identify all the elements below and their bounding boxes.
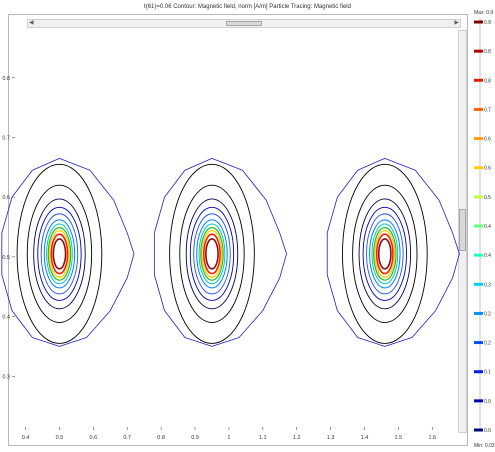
x-tick-label: 1.5 xyxy=(395,435,403,441)
colorbar-tick-label: 0.5 xyxy=(484,195,491,201)
contour-ring xyxy=(33,198,86,310)
contour-ring xyxy=(46,223,73,285)
contour-ring xyxy=(16,163,103,344)
colorbar-swatch xyxy=(474,282,483,286)
outer-contour-line xyxy=(326,157,460,347)
x-tick-label: 1 xyxy=(227,435,230,441)
colorbar-tick-label: 0.9 xyxy=(484,20,491,26)
contour-ring xyxy=(373,227,397,281)
colorbar-swatch xyxy=(474,341,483,345)
contour-ring xyxy=(200,227,224,281)
contour-ring xyxy=(201,229,223,278)
plot-area[interactable] xyxy=(8,14,468,446)
contour-ring xyxy=(342,163,428,344)
x-tick-label: 1.2 xyxy=(293,435,301,441)
magnet-contour-group xyxy=(326,157,460,347)
colorbar-swatch xyxy=(474,78,483,82)
x-tick-label: 0.8 xyxy=(157,435,165,441)
contour-ring xyxy=(43,219,76,289)
colorbar-tick-label: 0.4 xyxy=(484,253,491,259)
colorbar-swatch xyxy=(474,49,483,53)
outer-contour-line xyxy=(1,157,135,347)
colorbar-swatch xyxy=(474,428,483,432)
horizontal-scrollbar-thumb[interactable] xyxy=(226,21,262,26)
colorbar-tick-label: 0.1 xyxy=(484,370,491,376)
x-tick-label: 1.4 xyxy=(361,435,369,441)
y-tick-label: 0.6 xyxy=(2,195,10,201)
contour-ring xyxy=(366,213,404,295)
x-tick-label: 1.3 xyxy=(327,435,335,441)
vertical-scrollbar[interactable] xyxy=(458,30,467,433)
colorbar-tick-label: 0.2 xyxy=(484,341,491,347)
colorbar-swatch xyxy=(474,253,483,257)
contour-ring xyxy=(203,233,221,275)
contour-ring xyxy=(169,163,255,344)
colorbar-swatch xyxy=(474,107,483,111)
colorbar-min-label: Min: 0.03 xyxy=(474,443,495,449)
colorbar-tick-label: 0.0 xyxy=(484,428,491,434)
contour-ring xyxy=(47,227,72,281)
colorbar-tick-label: 0.3 xyxy=(484,282,491,288)
colorbar-swatch xyxy=(474,224,483,228)
colorbar-tick-label: 0.4 xyxy=(484,224,491,230)
colorbar-tick-label: 0.0 xyxy=(484,399,491,405)
contour-ring xyxy=(26,184,93,323)
colorbar-tick-label: 0.7 xyxy=(484,107,491,113)
x-tick-label: 0.5 xyxy=(56,435,64,441)
contour-ring xyxy=(40,213,79,295)
colorbar-swatch xyxy=(474,166,483,170)
x-tick-label: 0.6 xyxy=(90,435,98,441)
horizontal-scrollbar[interactable]: ◀ ▶ xyxy=(27,19,461,28)
contour-ring xyxy=(358,198,412,310)
contour-ring xyxy=(193,213,231,295)
y-tick-label: 0.7 xyxy=(2,135,10,141)
contour-ring xyxy=(50,233,69,275)
contour-ring xyxy=(179,184,245,323)
x-tick-label: 1.6 xyxy=(428,435,436,441)
scroll-left-icon[interactable]: ◀ xyxy=(29,20,34,26)
y-tick-label: 0.8 xyxy=(2,76,10,82)
magnet-contour-group xyxy=(1,157,135,347)
x-tick-label: 1.1 xyxy=(259,435,267,441)
contour-ring xyxy=(375,233,394,275)
colorbar-tick-label: 0.6 xyxy=(484,166,491,172)
contour-ring xyxy=(369,219,401,289)
contour-ring xyxy=(352,184,418,323)
x-tick-label: 0.4 xyxy=(22,435,30,441)
contour-ring xyxy=(374,229,396,278)
colorbar-tick-label: 0.8 xyxy=(484,49,491,55)
y-tick-label: 0.4 xyxy=(2,315,10,321)
magnet-contour-group xyxy=(153,157,287,347)
contour-ring xyxy=(377,238,392,270)
vertical-scrollbar-thumb[interactable] xyxy=(459,209,466,251)
y-tick-label: 0.5 xyxy=(2,255,10,261)
contour-ring xyxy=(189,206,235,301)
colorbar-tick-label: 0.2 xyxy=(484,311,491,317)
contour-ring xyxy=(185,198,239,310)
x-tick-label: 0.9 xyxy=(191,435,199,441)
outer-contour-line xyxy=(153,157,287,347)
contour-ring xyxy=(371,223,399,285)
colorbar-swatch xyxy=(474,399,483,403)
x-tick-label: 0.7 xyxy=(123,435,131,441)
colorbar-tick-label: 0.8 xyxy=(484,78,491,84)
contour-ring xyxy=(37,206,82,301)
plot-title: t(61)=0.06 Contour: Magnetic field, norm… xyxy=(144,4,351,10)
y-tick-label: 0.3 xyxy=(2,374,10,380)
colorbar-swatch xyxy=(474,20,483,24)
contour-ring xyxy=(362,206,407,301)
colorbar-swatch xyxy=(474,370,483,374)
colorbar-swatch xyxy=(474,195,483,199)
contour-ring xyxy=(48,229,70,278)
contour-ring xyxy=(205,238,219,270)
colorbar-max-label: Max: 0.9 xyxy=(474,10,493,16)
colorbar-swatch xyxy=(474,137,483,141)
contour-ring xyxy=(52,238,67,270)
contour-ring xyxy=(198,223,226,285)
scroll-right-icon[interactable]: ▶ xyxy=(454,20,459,26)
colorbar-swatch xyxy=(474,311,483,315)
contour-ring xyxy=(196,219,228,289)
colorbar-tick-label: 0.6 xyxy=(484,137,491,143)
